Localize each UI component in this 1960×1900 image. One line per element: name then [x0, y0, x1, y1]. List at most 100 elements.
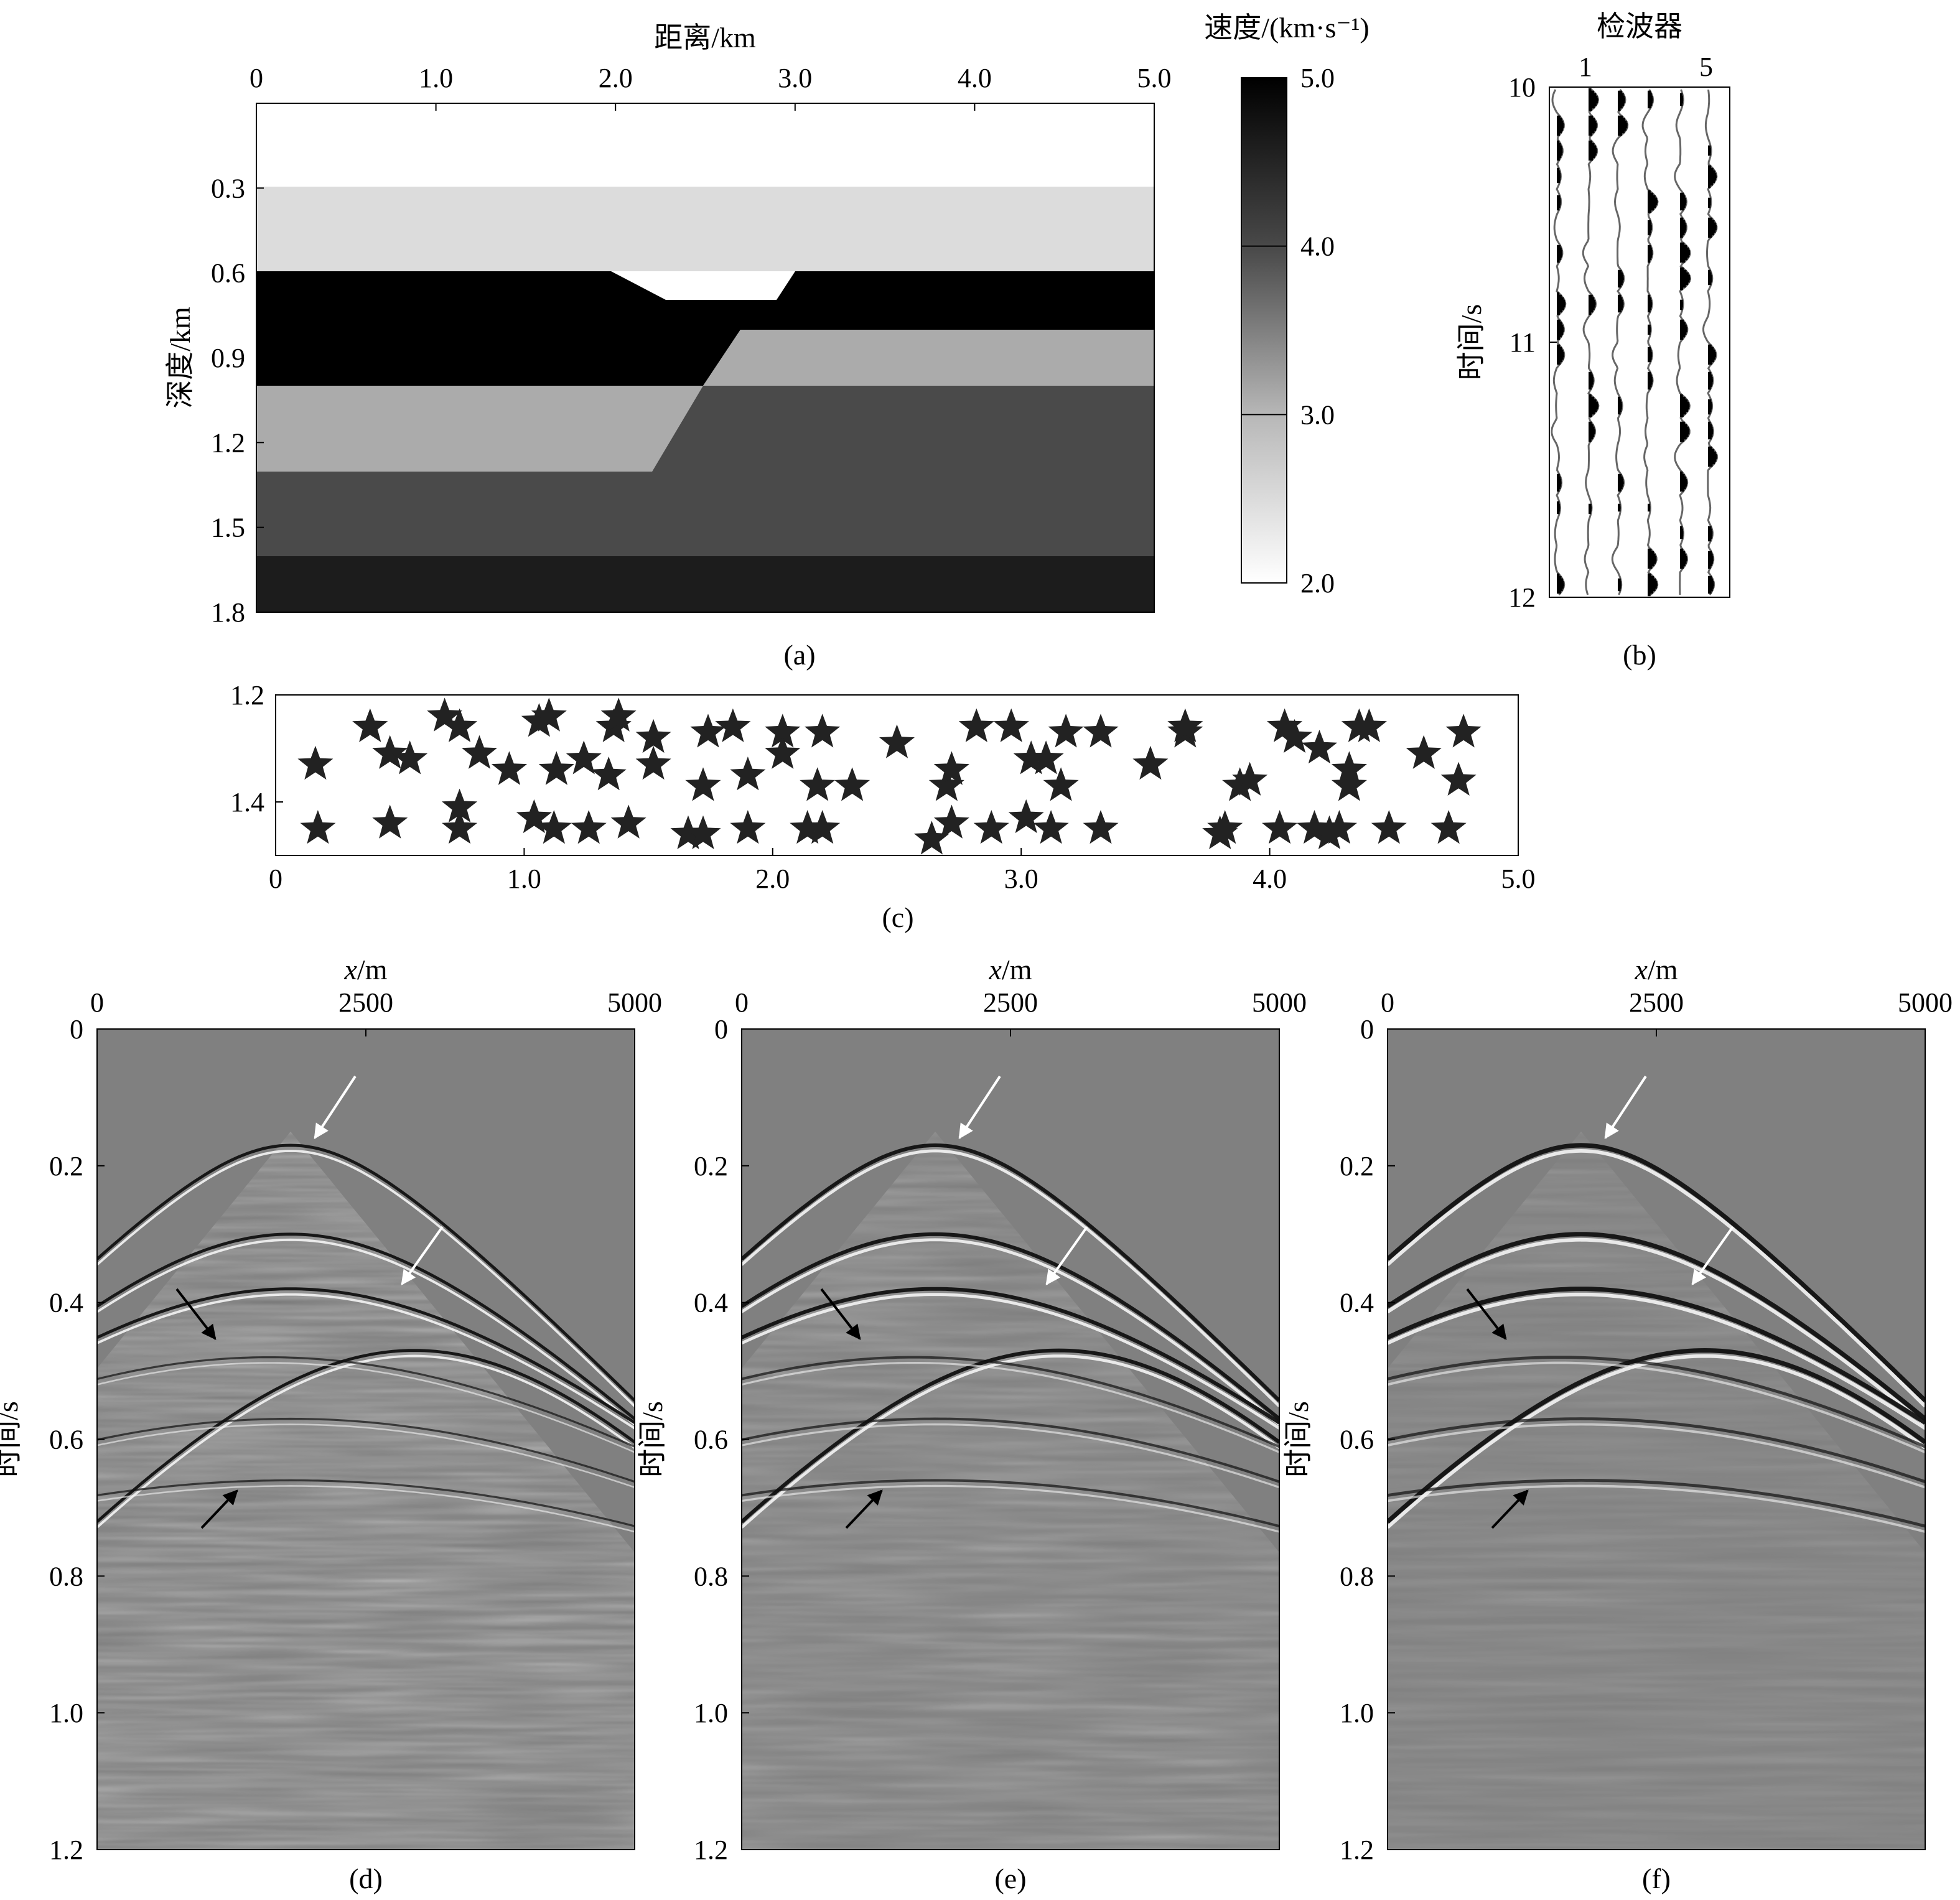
- panel-b-ylabel: 时间/s: [1455, 304, 1487, 381]
- gather-d: 0 2500 5000 x/m 0 0.2 0.4 0.6 0.8 1.0 1.2 时间/s (d): [0, 954, 662, 1894]
- star-icon: [1083, 714, 1119, 748]
- star-icon: [1232, 761, 1268, 796]
- reflection-event: [742, 1143, 1279, 1402]
- panel-a-yaxis: 0.3 0.6 0.9 1.2 1.5 1.8: [211, 173, 264, 628]
- star-icon: [1277, 719, 1313, 753]
- reflection-event: [742, 1348, 1279, 1524]
- reflection-event: [1388, 1348, 1925, 1524]
- tick-label: 1.5: [211, 513, 245, 543]
- tick-label: 0.2: [1340, 1151, 1374, 1181]
- tick-label: 5000: [1898, 987, 1953, 1018]
- tick-label: 0: [714, 1014, 728, 1045]
- star-icon: [297, 745, 334, 780]
- black-arrow-icon: [1491, 1489, 1529, 1529]
- tick-label: 0.8: [49, 1561, 83, 1591]
- panel-c-axes: 0 1.0 2.0 3.0 4.0 5.0 1.2 1.4: [230, 680, 1536, 894]
- panel-b-axes: 1 5 10 11 12: [1508, 52, 1713, 613]
- reflection-event-side-lobe: [742, 1149, 1279, 1408]
- star-icon: [670, 815, 706, 849]
- reflection-event-side-lobe: [1388, 1149, 1925, 1408]
- star-icon: [730, 757, 766, 791]
- tick-label: 1.0: [419, 63, 453, 93]
- tick-label: 1.2: [694, 1835, 728, 1865]
- star-icon: [531, 697, 567, 732]
- star-icon: [1445, 714, 1482, 748]
- reflection-event: [97, 1232, 635, 1420]
- layer-5: [256, 386, 1154, 556]
- trace-fill: [1708, 145, 1717, 594]
- star-icon: [1351, 708, 1387, 742]
- reflection-event: [742, 1356, 1279, 1448]
- reflection-event-side-lobe: [742, 1362, 1279, 1453]
- trace-fill: [1648, 90, 1658, 597]
- caption-e: (e): [994, 1863, 1026, 1894]
- black-arrow-icon: [175, 1288, 217, 1340]
- star-icon: [834, 767, 870, 801]
- trace-fill: [1618, 90, 1628, 592]
- layer-2: [256, 187, 1154, 271]
- star-icon: [765, 714, 801, 748]
- gather-e: 0 2500 5000 x/m 0 0.2 0.4 0.6 0.8 1.0 1.2 时间/s (e): [637, 954, 1307, 1894]
- tick-label: 0.8: [694, 1561, 728, 1591]
- star-icon: [790, 810, 826, 844]
- source-stars: [297, 697, 1482, 855]
- star-icon: [765, 735, 801, 769]
- reflection-event: [1388, 1356, 1925, 1448]
- reflection-event-side-lobe: [97, 1238, 635, 1426]
- trace-fill: [1589, 88, 1598, 515]
- star-icon: [933, 804, 969, 839]
- tick-label: 3.0: [1004, 864, 1038, 894]
- star-icon: [1406, 735, 1442, 769]
- black-arrow-icon: [200, 1489, 238, 1529]
- reflection-event-side-lobe: [97, 1423, 635, 1488]
- white-arrow-icon: [958, 1075, 1001, 1140]
- tick-label: 10: [1508, 72, 1536, 103]
- reflection-event-side-lobe: [742, 1423, 1279, 1489]
- tick-label: 0.2: [49, 1151, 83, 1181]
- white-arrow-icon: [1691, 1226, 1734, 1285]
- tick-label: 1.2: [1340, 1835, 1374, 1865]
- star-icon: [800, 767, 836, 801]
- tick-label: 0.6: [694, 1425, 728, 1455]
- reflection-event: [1388, 1232, 1925, 1421]
- star-icon: [730, 810, 766, 844]
- star-icon: [1043, 767, 1079, 801]
- shot-gathers: 0 2500 5000 x/m 0 0.2 0.4 0.6 0.8 1.0 1.2 时间/s (d) 0 2…: [0, 954, 1953, 1894]
- gather-xlabel: x/m: [344, 954, 388, 985]
- star-icon: [1222, 767, 1258, 801]
- tick-label: 1.0: [694, 1698, 728, 1728]
- seismic-traces: [1551, 88, 1719, 597]
- black-arrow-icon: [1466, 1288, 1507, 1340]
- star-icon: [690, 714, 726, 748]
- tick-label: 0.6: [1340, 1425, 1374, 1455]
- panel-a-xlabel: 距离/km: [654, 22, 756, 54]
- colorbar: [1241, 77, 1287, 584]
- layer-3: [256, 271, 1154, 386]
- tick-label: 0.3: [211, 173, 245, 203]
- colorbar-tick-label: 3.0: [1300, 399, 1335, 430]
- tick-label: 0: [735, 987, 749, 1018]
- star-icon: [538, 751, 574, 785]
- star-icon: [462, 735, 497, 769]
- tick-label: 0.4: [1340, 1288, 1374, 1318]
- reflection-event: [1388, 1143, 1925, 1402]
- star-icon: [1262, 810, 1298, 844]
- star-icon: [973, 810, 1009, 844]
- star-icon: [521, 703, 557, 737]
- tick-label: 5.0: [1501, 864, 1536, 894]
- star-icon: [442, 810, 478, 844]
- star-icon: [600, 697, 637, 732]
- tick-label: 0: [250, 63, 263, 93]
- star-icon: [571, 810, 607, 844]
- star-icon: [516, 799, 552, 834]
- caption-f: (f): [1642, 1863, 1671, 1894]
- star-icon: [958, 708, 994, 742]
- star-icon: [372, 804, 408, 839]
- gather-ylabel: 时间/s: [0, 1401, 24, 1478]
- caption-d: (d): [349, 1863, 383, 1894]
- star-icon: [427, 697, 463, 732]
- tick-label: 0: [1381, 987, 1394, 1018]
- tick-label: 4.0: [1253, 864, 1287, 894]
- tick-label: 0.4: [49, 1288, 83, 1318]
- star-icon: [1132, 745, 1169, 780]
